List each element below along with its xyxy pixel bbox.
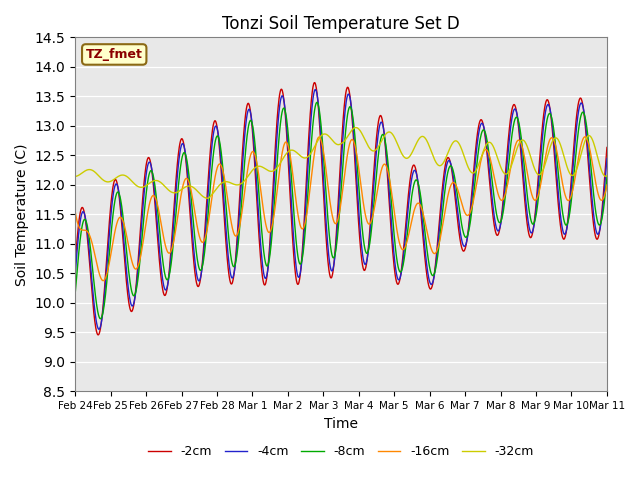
Line: -2cm: -2cm xyxy=(75,83,607,335)
-4cm xyxy=(312,87,319,93)
-16cm xyxy=(581,134,589,140)
-32cm xyxy=(81,168,89,174)
-2cm xyxy=(81,215,89,220)
-4cm xyxy=(438,195,446,201)
-16cm xyxy=(569,186,577,192)
-2cm xyxy=(570,150,577,156)
-16cm xyxy=(344,151,351,157)
-2cm xyxy=(603,144,611,150)
Line: -4cm: -4cm xyxy=(75,90,607,329)
-8cm xyxy=(438,211,446,217)
-32cm xyxy=(603,173,611,179)
-4cm xyxy=(570,160,577,166)
-32cm xyxy=(71,174,79,180)
X-axis label: Time: Time xyxy=(324,417,358,431)
-16cm xyxy=(71,208,79,214)
-4cm xyxy=(71,273,79,278)
Text: TZ_fmet: TZ_fmet xyxy=(86,48,143,61)
-2cm xyxy=(438,186,446,192)
-8cm xyxy=(344,110,352,116)
-2cm xyxy=(311,80,319,85)
-16cm xyxy=(167,249,175,255)
-16cm xyxy=(438,226,446,232)
Line: -16cm: -16cm xyxy=(75,137,607,281)
-8cm xyxy=(570,178,577,184)
-2cm xyxy=(94,332,102,338)
-8cm xyxy=(97,316,104,322)
-32cm xyxy=(166,189,174,194)
-8cm xyxy=(312,101,320,107)
-16cm xyxy=(603,182,611,188)
-32cm xyxy=(570,172,577,178)
-16cm xyxy=(99,278,107,284)
-2cm xyxy=(167,252,175,258)
-16cm xyxy=(312,142,320,148)
-2cm xyxy=(344,84,352,90)
-32cm xyxy=(352,125,360,131)
-8cm xyxy=(71,291,79,297)
-4cm xyxy=(95,326,103,332)
-8cm xyxy=(313,99,321,105)
-32cm xyxy=(344,133,351,139)
-32cm xyxy=(438,161,446,167)
-32cm xyxy=(204,195,211,201)
Y-axis label: Soil Temperature (C): Soil Temperature (C) xyxy=(15,143,29,286)
-8cm xyxy=(603,174,611,180)
Legend: -2cm, -4cm, -8cm, -16cm, -32cm: -2cm, -4cm, -8cm, -16cm, -32cm xyxy=(143,440,539,463)
Line: -32cm: -32cm xyxy=(75,128,607,198)
-2cm xyxy=(71,261,79,267)
-8cm xyxy=(81,216,89,222)
-4cm xyxy=(81,214,89,219)
-8cm xyxy=(167,265,175,271)
-2cm xyxy=(312,85,320,91)
Title: Tonzi Soil Temperature Set D: Tonzi Soil Temperature Set D xyxy=(222,15,460,33)
-4cm xyxy=(344,92,352,97)
-4cm xyxy=(167,258,175,264)
-4cm xyxy=(603,156,611,161)
-16cm xyxy=(81,228,89,233)
-32cm xyxy=(312,141,320,147)
-4cm xyxy=(312,88,320,94)
Line: -8cm: -8cm xyxy=(75,102,607,319)
